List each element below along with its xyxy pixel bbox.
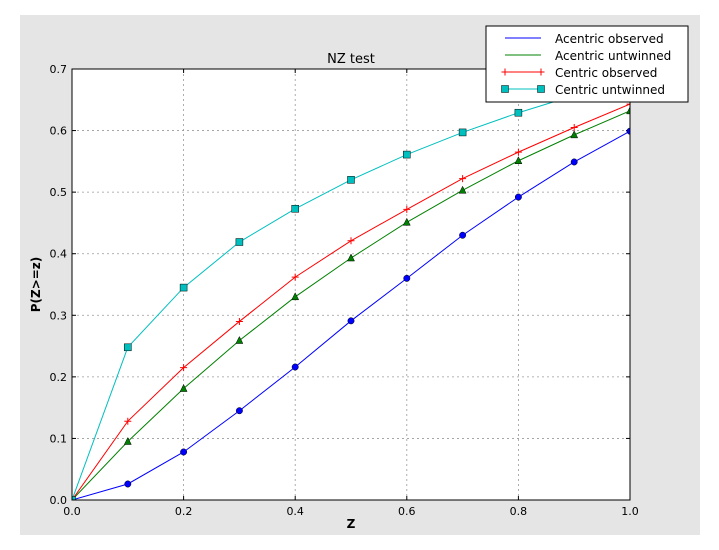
data-point	[514, 108, 523, 117]
data-point	[235, 407, 243, 415]
data-point	[501, 68, 509, 76]
data-point	[537, 85, 545, 93]
data-point	[514, 193, 522, 201]
data-point	[514, 156, 523, 164]
series-acentric-untwinned	[72, 106, 630, 500]
data-point	[459, 175, 467, 183]
data-point	[123, 436, 132, 445]
x-tick-label: 0.6	[398, 505, 416, 518]
data-point	[347, 176, 355, 184]
chart-title: NZ test	[327, 52, 375, 67]
y-tick-label: 0.5	[50, 186, 68, 199]
x-tick-label: 0.2	[175, 505, 193, 518]
data-point	[626, 100, 630, 108]
data-point	[291, 292, 300, 301]
y-tick-label: 0.1	[50, 432, 68, 445]
y-tick-label: 0.4	[50, 248, 68, 261]
y-tick-label: 0.7	[50, 63, 68, 76]
data-point	[570, 123, 578, 131]
legend: Acentric observed Acentric untwinned Centr…	[485, 25, 689, 103]
data-point	[347, 317, 355, 325]
y-tick-label: 0.0	[50, 494, 68, 507]
legend-label: Centric untwinned	[555, 83, 665, 97]
x-tick-label: 1.0	[621, 505, 639, 518]
x-tick-label: 0.8	[510, 505, 528, 518]
x-tick-label: 0.4	[286, 505, 304, 518]
legend-label: Centric observed	[555, 66, 657, 80]
x-tick-label: 0.0	[63, 505, 81, 518]
data-point	[291, 273, 299, 281]
data-point	[403, 205, 411, 213]
data-point	[235, 238, 244, 246]
legend-label: Acentric observed	[555, 32, 664, 46]
y-axis-label: P(Z>=z)	[29, 257, 43, 313]
plot-frame	[71, 68, 631, 501]
data-point	[72, 496, 76, 500]
data-point	[347, 237, 355, 245]
data-point	[235, 317, 243, 325]
data-point	[347, 253, 355, 262]
data-point	[180, 448, 188, 456]
data-point	[124, 343, 132, 352]
data-point	[180, 364, 188, 372]
y-tick-label: 0.3	[50, 309, 68, 322]
plot-area	[72, 69, 630, 500]
data-point	[403, 150, 411, 159]
legend-label: Acentric untwinned	[555, 49, 671, 63]
data-point	[501, 85, 509, 93]
data-point	[626, 106, 630, 115]
data-point	[179, 283, 188, 292]
x-axis-label: Z	[347, 517, 356, 531]
data-point	[570, 158, 578, 166]
y-tick-label: 0.6	[50, 125, 68, 138]
data-point	[402, 217, 411, 226]
data-point	[514, 148, 522, 156]
data-point	[459, 231, 467, 239]
data-point	[537, 68, 545, 76]
data-point	[235, 335, 244, 344]
data-point	[403, 274, 411, 282]
series-centric-observed	[72, 100, 630, 500]
data-point	[179, 383, 188, 392]
data-point	[458, 185, 467, 194]
y-tick-label: 0.2	[50, 371, 68, 384]
data-point	[458, 128, 467, 137]
data-point	[570, 130, 579, 139]
data-point	[124, 417, 132, 425]
data-point	[291, 205, 299, 213]
data-point	[124, 480, 132, 488]
data-point	[291, 363, 299, 371]
